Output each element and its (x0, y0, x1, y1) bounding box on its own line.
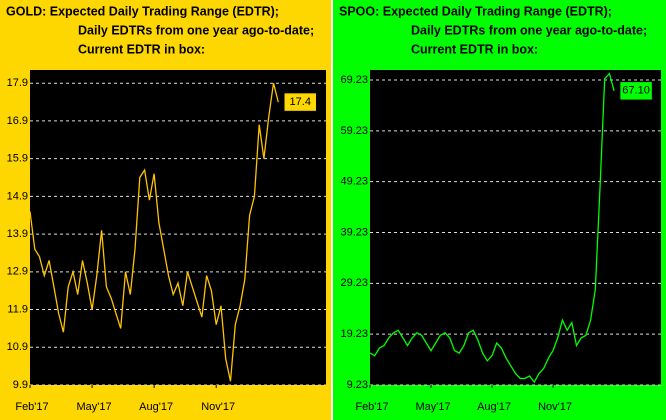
y-tick-label: 14.9 (7, 190, 28, 202)
y-tick-label: 69.23 (340, 74, 368, 86)
y-tick-label: 29.23 (340, 277, 368, 289)
title-line: Daily EDTRs from one year ago-to-date; (78, 23, 314, 37)
y-tick-label: 15.9 (7, 153, 28, 165)
y-tick-label: 9.9 (13, 379, 28, 391)
x-tick-label: Feb'17 (355, 401, 388, 413)
y-tick-label: 9.23 (347, 379, 368, 391)
plot-area (370, 70, 661, 385)
y-tick-label: 39.23 (340, 226, 368, 238)
y-tick-label: 13.9 (7, 228, 28, 240)
x-tick-label: Aug'17 (477, 401, 511, 413)
x-tick-label: Aug'17 (139, 401, 173, 413)
x-tick-label: Nov'17 (538, 401, 572, 413)
data-line (369, 72, 615, 384)
y-tick-label: 49.23 (340, 176, 368, 188)
title-line: Current EDTR in box: (78, 42, 205, 56)
title-line: Current EDTR in box: (411, 42, 538, 56)
y-tick-label: 12.9 (7, 266, 28, 278)
title-line: GOLD: Expected Daily Trading Range (EDTR… (6, 4, 279, 18)
current-label: 67.10 (622, 85, 650, 97)
x-tick-label: Nov'17 (201, 401, 235, 413)
x-tick-label: May'17 (415, 401, 450, 413)
y-tick-label: 11.9 (7, 303, 28, 315)
x-tick-label: Feb'17 (15, 401, 48, 413)
plot-area (30, 70, 326, 385)
y-tick-label: 10.9 (7, 341, 28, 353)
y-tick-label: 59.23 (340, 125, 368, 137)
title-line: Daily EDTRs from one year ago-to-date; (411, 23, 647, 37)
current-box (284, 92, 317, 112)
y-tick-label: 16.9 (7, 115, 28, 127)
title-line: SPOO: Expected Daily Trading Range (EDTR… (339, 4, 612, 18)
y-tick-label: 19.23 (340, 328, 368, 340)
current-box (619, 81, 653, 101)
data-line (29, 83, 279, 382)
current-label: 17.4 (290, 96, 311, 108)
x-tick-label: May'17 (77, 401, 112, 413)
y-tick-label: 17.9 (7, 77, 28, 89)
